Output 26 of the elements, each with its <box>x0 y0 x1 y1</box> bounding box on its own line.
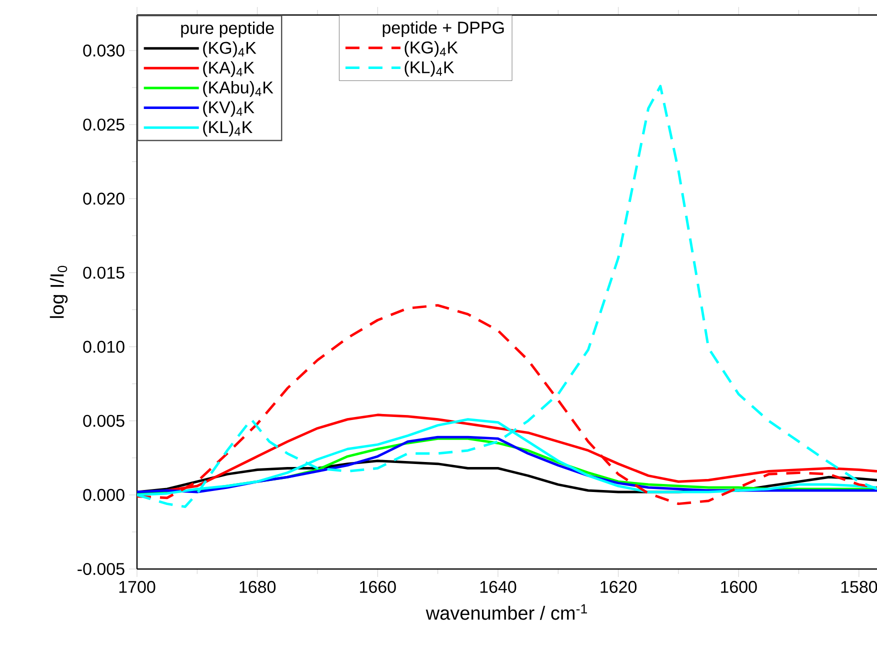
text: pure peptide <box>181 22 274 38</box>
x-tick-label: 1600 <box>721 580 757 593</box>
y-tick-label: 0.030 <box>83 44 124 57</box>
x-axis-title: wavenumber / cm$^{-1}$ <box>426 604 587 620</box>
y-tick-label: 0.020 <box>83 192 124 205</box>
y-tick-label: 0.015 <box>83 266 124 279</box>
x-tick-label: 1680 <box>240 580 276 593</box>
y-tick-label: 0.010 <box>83 340 124 353</box>
x-tick-label: 1640 <box>480 580 516 593</box>
legend-label: (KA)$_{4}$K <box>203 61 254 78</box>
y-tick-label: 0.025 <box>83 118 124 131</box>
y-tick-label: 0.005 <box>83 414 124 427</box>
x-tick-label: 1620 <box>600 580 637 593</box>
x-tick-label: 1660 <box>360 580 396 593</box>
y-axis-title: log I/I$_{0}$ <box>50 266 68 318</box>
y-tick-label: 0.000 <box>83 488 124 501</box>
legend-label: (KL)$_{4}$K <box>203 120 252 137</box>
x-tick-label: 1580 <box>841 580 877 593</box>
legend-label: (KV)$_{4}$K <box>203 100 254 117</box>
text: peptide + DPPG <box>382 21 504 38</box>
legend-label: (KG)$_{4}$K <box>203 41 256 58</box>
legend-label: (KG)$_{4}$K <box>404 41 458 57</box>
x-tick-label: 1700 <box>119 580 156 593</box>
y-tick-label: -0.005 <box>78 562 124 576</box>
legend-label: (KL)$_{4}$K <box>404 60 454 77</box>
legend-label: (KAbu)$_{4}$K <box>203 81 274 97</box>
